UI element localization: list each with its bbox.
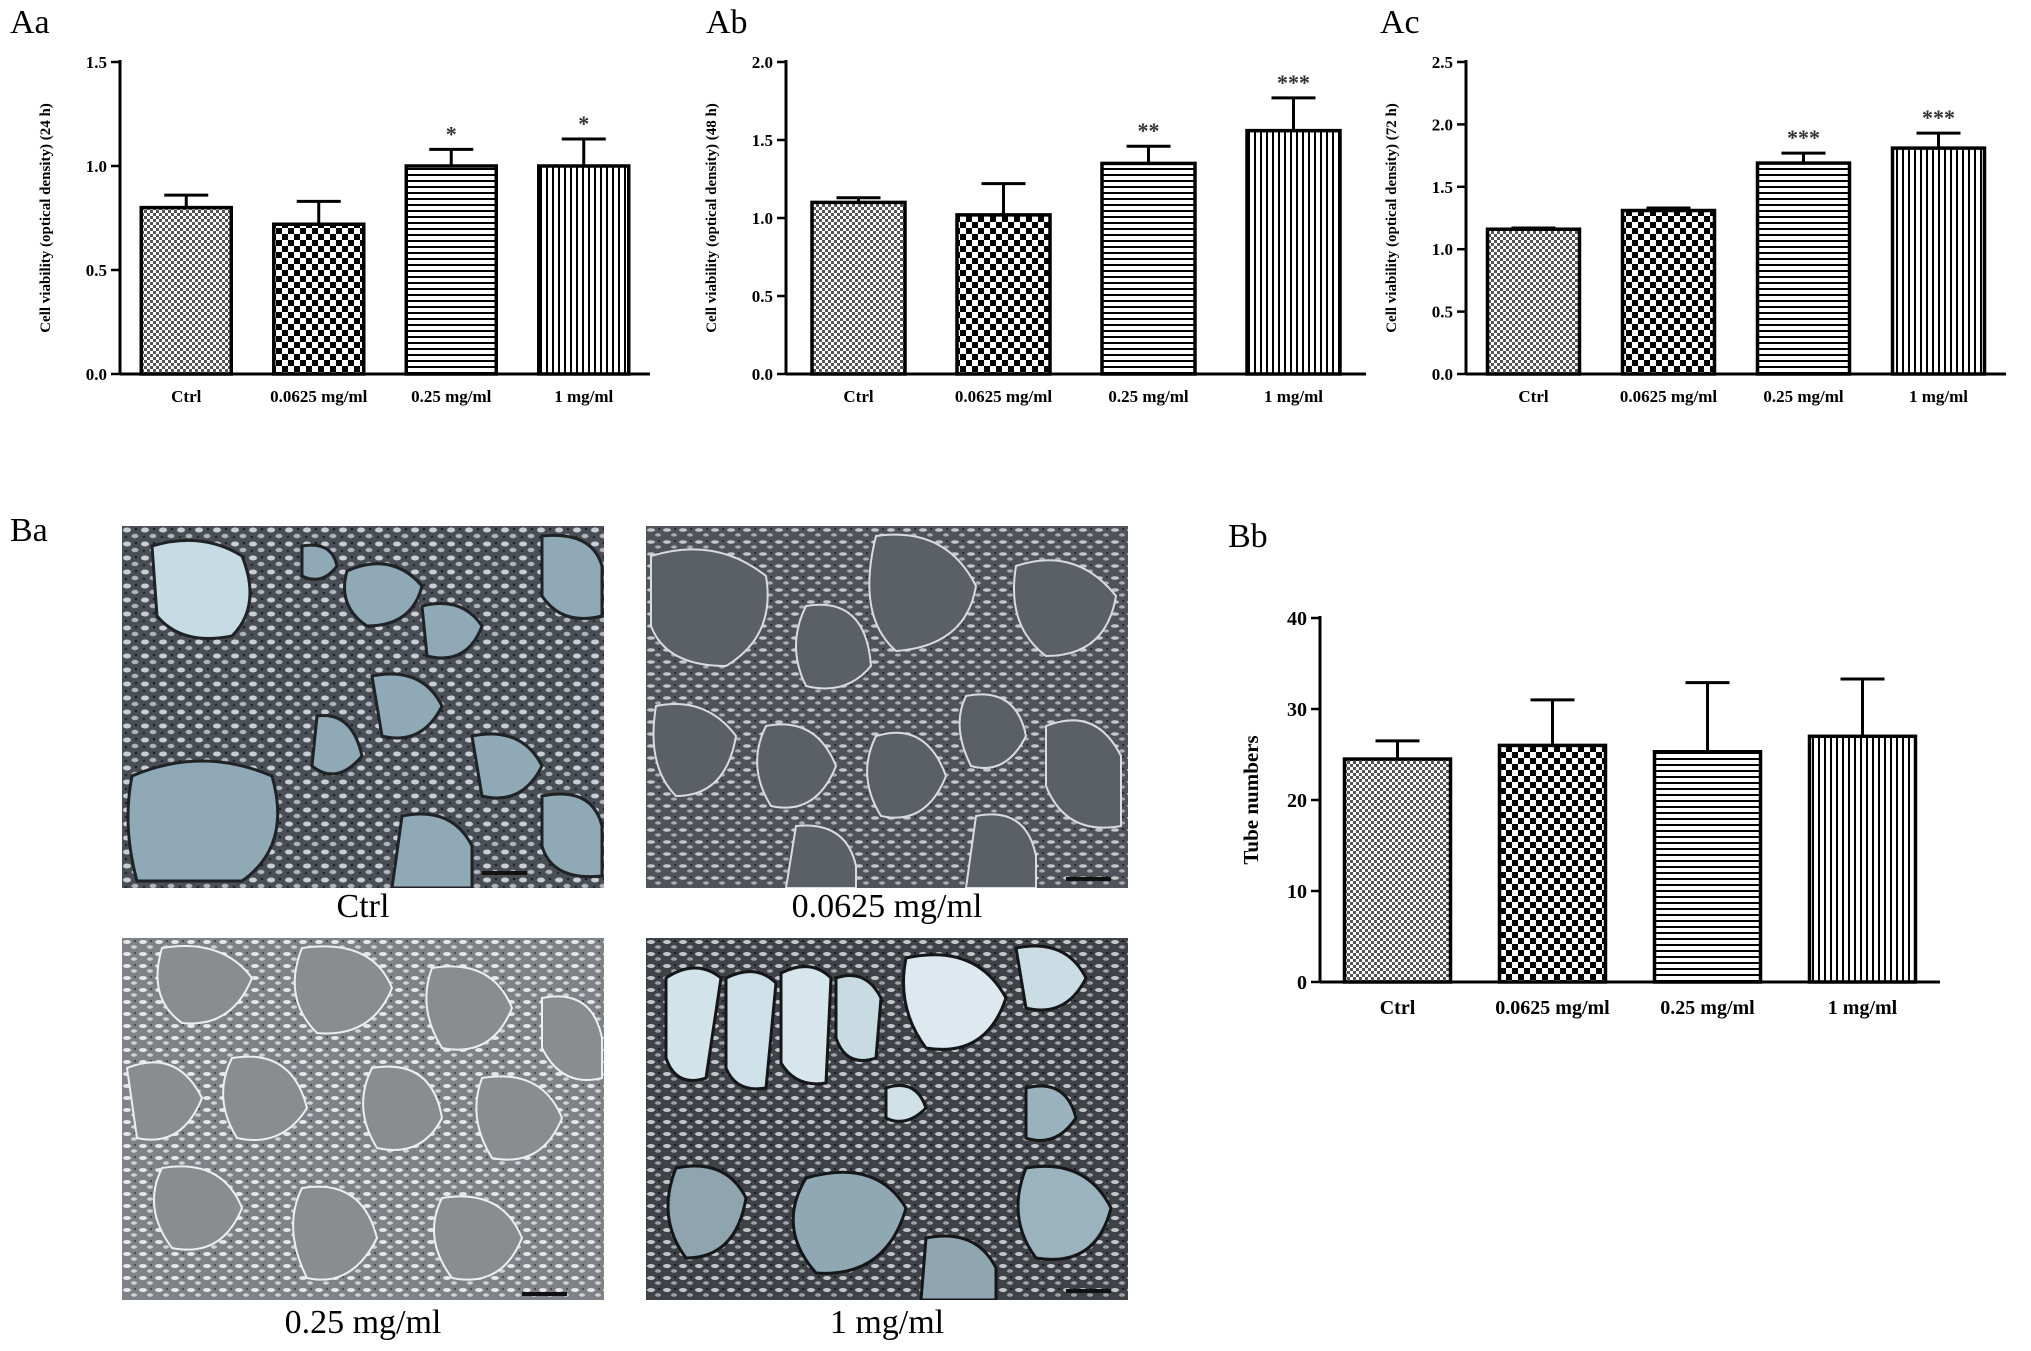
bar [1342, 757, 1453, 984]
bar [1807, 734, 1918, 984]
panel-label-ac: Ac [1380, 4, 1420, 41]
y-tick-label: 10 [1287, 881, 1307, 903]
y-tick-label: 0.5 [86, 261, 107, 280]
y-tick-label: 1.5 [752, 131, 773, 150]
y-tick-label: 1.5 [1432, 178, 1453, 197]
significance-marker: * [446, 121, 457, 146]
bar [537, 164, 631, 376]
bar [404, 164, 498, 376]
x-tick-label: 0.0625 mg/ml [1620, 387, 1718, 406]
x-tick-label: 0.0625 mg/ml [1495, 997, 1610, 1019]
y-axis-label: Tube numbers [1239, 735, 1263, 864]
bar [1755, 161, 1852, 376]
y-tick-label: 2.0 [1432, 115, 1453, 134]
panel-label-ab: Ab [706, 4, 748, 41]
significance-marker: ** [1138, 118, 1160, 143]
y-tick-label: 1.5 [86, 53, 107, 72]
bar [1245, 128, 1342, 376]
x-tick-label: 0.25 mg/ml [1660, 997, 1755, 1019]
micrograph-ctrl [122, 526, 604, 888]
panel-label-aa: Aa [10, 4, 50, 41]
y-tick-label: 1.0 [1432, 240, 1453, 259]
x-tick-label: 0.0625 mg/ml [270, 387, 368, 406]
x-tick-label: 0.0625 mg/ml [955, 387, 1053, 406]
caption-1: 1 mg/ml [829, 1304, 945, 1341]
y-axis-label: Cell viability (optical density) (48 h) [704, 103, 720, 333]
y-axis-label: Cell viability (optical density) (24 h) [38, 103, 54, 333]
x-tick-label: Ctrl [1518, 387, 1548, 406]
x-tick-label: 1 mg/ml [1264, 387, 1323, 406]
panel-label-bb: Bb [1228, 518, 1268, 555]
bar [1497, 743, 1608, 984]
y-tick-label: 0.0 [752, 365, 773, 384]
x-tick-label: 1 mg/ml [1828, 997, 1898, 1019]
bar [139, 205, 233, 376]
y-tick-label: 1.0 [86, 157, 107, 176]
bar [810, 200, 907, 376]
x-tick-label: Ctrl [171, 387, 201, 406]
chart-cell-viability-48h: 0.0 0.5 1.0 1.5 2.0 Cell viability (optical d… [704, 53, 1366, 406]
y-tick-label: 1.0 [752, 209, 773, 228]
y-tick-label: 20 [1287, 790, 1307, 812]
micrograph-1 [646, 938, 1128, 1300]
micrograph-0-0625 [646, 526, 1128, 888]
x-tick-label: 1 mg/ml [554, 387, 613, 406]
bar [1890, 146, 1987, 376]
y-tick-label: 2.5 [1432, 53, 1453, 72]
caption-0-0625: 0.0625 mg/ml [791, 888, 983, 925]
x-tick-label: 0.25 mg/ml [1108, 387, 1189, 406]
significance-marker: *** [1787, 125, 1820, 150]
significance-marker: *** [1277, 70, 1310, 95]
y-tick-label: 0.0 [86, 365, 107, 384]
y-axis-label: Cell viability (optical density) (72 h) [1384, 103, 1400, 333]
bar [1652, 750, 1763, 984]
bar [1485, 227, 1582, 376]
y-tick-label: 2.0 [752, 53, 773, 72]
y-tick-label: 30 [1287, 699, 1307, 721]
chart-tube-numbers: 0 10 20 30 40 Tube numbers Ctrl 0.0625 mg/ml 0.2… [1239, 608, 1940, 1019]
caption-ctrl: Ctrl [336, 888, 390, 925]
bar [1620, 208, 1717, 376]
x-tick-label: Ctrl [1380, 997, 1416, 1019]
micrograph-0-25 [122, 938, 604, 1300]
y-tick-label: 0.0 [1432, 365, 1453, 384]
x-tick-label: 1 mg/ml [1909, 387, 1968, 406]
y-tick-label: 40 [1287, 608, 1307, 630]
bar [272, 222, 366, 376]
caption-0-25: 0.25 mg/ml [284, 1304, 442, 1341]
x-tick-label: Ctrl [843, 387, 873, 406]
x-tick-label: 0.25 mg/ml [1763, 387, 1844, 406]
x-tick-label: 0.25 mg/ml [411, 387, 492, 406]
y-tick-label: 0.5 [752, 287, 773, 306]
y-tick-label: 0 [1297, 972, 1307, 994]
chart-cell-viability-72h: 0.0 0.5 1.0 1.5 2.0 2.5 Cell viability (optica… [1384, 53, 2006, 406]
significance-marker: *** [1922, 105, 1955, 130]
bar [1100, 161, 1197, 376]
bar [955, 213, 1052, 376]
panel-label-ba: Ba [10, 512, 48, 549]
y-tick-label: 0.5 [1432, 303, 1453, 322]
significance-marker: * [578, 111, 589, 136]
chart-cell-viability-24h: 0.0 0.5 1.0 1.5 Cell viability (optical dens… [38, 53, 650, 406]
